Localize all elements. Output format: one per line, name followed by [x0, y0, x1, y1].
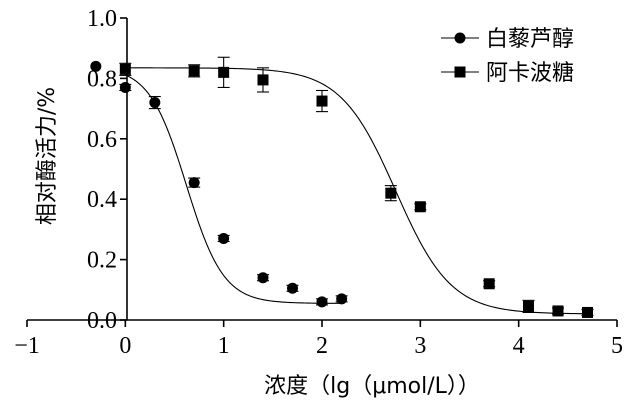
y-tick-label: 0.4: [87, 187, 117, 213]
legend-item: 阿卡波糖: [441, 61, 574, 86]
legend-label: 白藜芦醇: [486, 27, 574, 52]
legend-marker-square: [454, 66, 466, 78]
data-point-circle: [316, 296, 328, 308]
data-point-square: [316, 95, 328, 107]
data-point-square: [119, 63, 131, 75]
data-point-square: [257, 74, 269, 86]
legend-item: 白藜芦醇: [441, 27, 574, 52]
x-tick-label: 4: [513, 333, 525, 359]
y-ticks: 0.0 0.2 0.4 0.6 0.8 1.0: [87, 6, 127, 334]
x-tick-label: 1: [218, 333, 230, 359]
x-tick-label: 5: [611, 333, 623, 359]
data-point-circle: [119, 81, 131, 93]
data-point-square: [552, 305, 564, 317]
fit-curve: [125, 74, 342, 304]
data-point-circle: [257, 272, 269, 284]
x-axis-title: 浓度（lg（μmol/L））: [264, 374, 480, 399]
axes: −1 0 1 2 3 4 5 0.0 0.2 0.4 0.6 0.8 1.0: [14, 6, 623, 359]
x-tick-label: 0: [119, 333, 131, 359]
y-axis-title: 相对酶活力/%: [35, 87, 60, 225]
data-point-circle: [149, 97, 161, 109]
data-point-square: [218, 66, 230, 78]
y-tick-label: 0.8: [87, 66, 117, 92]
series-layer: [90, 56, 594, 318]
x-tick-label: 2: [316, 333, 328, 359]
legend-marker-circle: [454, 32, 466, 44]
fit-curve: [125, 67, 588, 315]
data-point-square: [582, 306, 593, 318]
series-square: [119, 56, 594, 318]
data-point-circle: [188, 177, 200, 189]
y-tick-label: 0.0: [87, 308, 117, 334]
y-tick-label: 0.2: [87, 248, 117, 274]
x-tick-label: 3: [414, 333, 426, 359]
data-point-square: [188, 65, 200, 77]
data-point-circle: [218, 232, 230, 244]
data-point-square: [483, 278, 495, 290]
legend-label: 阿卡波糖: [486, 61, 574, 86]
data-point-square: [385, 187, 397, 199]
y-tick-label: 1.0: [87, 6, 117, 32]
y-tick-label: 0.6: [87, 127, 117, 153]
data-point-circle: [336, 293, 348, 305]
x-tick-label: −1: [14, 333, 40, 359]
data-point-square: [523, 300, 534, 312]
data-point-square: [414, 201, 426, 213]
data-point-circle: [90, 60, 102, 72]
series-circle: [90, 60, 348, 308]
data-point-circle: [287, 282, 298, 294]
x-ticks: −1 0 1 2 3 4 5: [14, 320, 623, 359]
